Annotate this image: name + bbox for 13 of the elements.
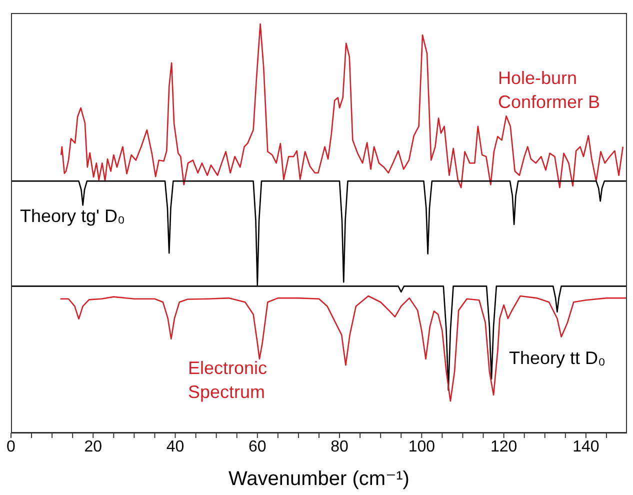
x-tick-label: 100	[408, 438, 436, 456]
x-tick-label: 20	[84, 438, 102, 456]
x-tick-label: 0	[6, 438, 16, 456]
x-tick-label: 40	[166, 438, 184, 456]
x-tick-label: 60	[248, 438, 266, 456]
series-label: Hole-burn Conformer B	[498, 67, 600, 114]
x-axis-title: Wavenumber (cm⁻¹)	[228, 468, 410, 490]
series-label: Theory tg' D₀	[20, 205, 125, 228]
x-tick-label: 120	[490, 438, 518, 456]
series-label: Theory tt D₀	[509, 347, 606, 370]
series-label: Electronic Spectrum	[188, 357, 268, 404]
x-tick-label: 140	[572, 438, 600, 456]
x-tick-label: 80	[330, 438, 349, 456]
